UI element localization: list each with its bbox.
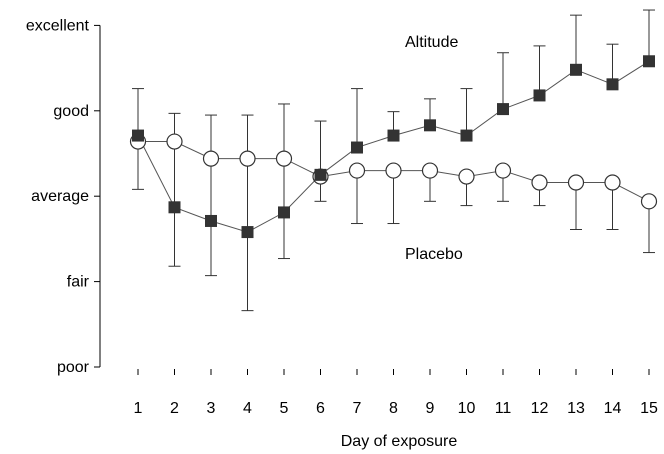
data-point-placebo — [166, 133, 183, 150]
x-tick-label: 12 — [531, 400, 549, 417]
data-point-altitude — [351, 141, 363, 154]
data-point-placebo — [604, 174, 621, 191]
x-tick-label: 2 — [170, 400, 179, 417]
x-tick-label: 4 — [243, 400, 252, 417]
data-point-placebo — [421, 162, 439, 179]
y-tick-label: excellent — [26, 17, 90, 34]
y-tick-label: fair — [67, 274, 90, 291]
x-tick-label: 3 — [207, 400, 216, 417]
data-point-altitude — [606, 78, 619, 91]
data-point-altitude — [205, 214, 217, 227]
data-point-altitude — [132, 129, 144, 142]
x-axis-label: Day of exposure — [341, 433, 458, 450]
data-point-altitude — [278, 206, 290, 219]
series-markers — [129, 55, 658, 239]
data-point-placebo — [531, 174, 548, 191]
data-point-altitude — [424, 119, 436, 132]
series-label-placebo: Placebo — [405, 246, 463, 263]
x-tick-label: 7 — [353, 400, 362, 417]
data-point-altitude — [570, 63, 582, 76]
data-point-placebo — [202, 150, 220, 167]
data-point-placebo — [385, 162, 402, 179]
data-point-altitude — [460, 129, 473, 142]
y-tick-label: poor — [57, 359, 90, 376]
y-tick-label: good — [53, 103, 89, 120]
data-point-placebo — [239, 150, 256, 167]
data-point-altitude — [241, 226, 254, 239]
data-point-placebo — [458, 168, 475, 185]
data-point-placebo — [567, 174, 585, 191]
x-tick-label: 15 — [640, 400, 658, 417]
x-tick-label: 6 — [316, 400, 325, 417]
x-tick-label: 1 — [134, 400, 143, 417]
labels: Altitude Placebo Day of exposure — [341, 34, 463, 450]
x-tick-label: 11 — [495, 400, 512, 417]
x-tick-label: 10 — [458, 400, 476, 417]
data-point-placebo — [640, 193, 658, 210]
data-point-altitude — [168, 201, 181, 214]
data-point-altitude — [643, 55, 655, 68]
x-tick-label: 9 — [426, 400, 435, 417]
x-tick-label: 5 — [280, 400, 289, 417]
x-tick-label: 8 — [389, 400, 398, 417]
data-point-altitude — [533, 89, 546, 102]
data-point-altitude — [314, 168, 327, 181]
y-tick-label: average — [31, 188, 89, 205]
x-tick-label: 14 — [604, 400, 622, 417]
series-label-altitude: Altitude — [405, 34, 458, 51]
data-point-altitude — [497, 103, 509, 116]
data-point-altitude — [387, 129, 400, 142]
data-point-placebo — [494, 162, 512, 179]
data-point-placebo — [348, 162, 366, 179]
data-point-placebo — [275, 150, 293, 167]
x-tick-label: 13 — [567, 400, 585, 417]
